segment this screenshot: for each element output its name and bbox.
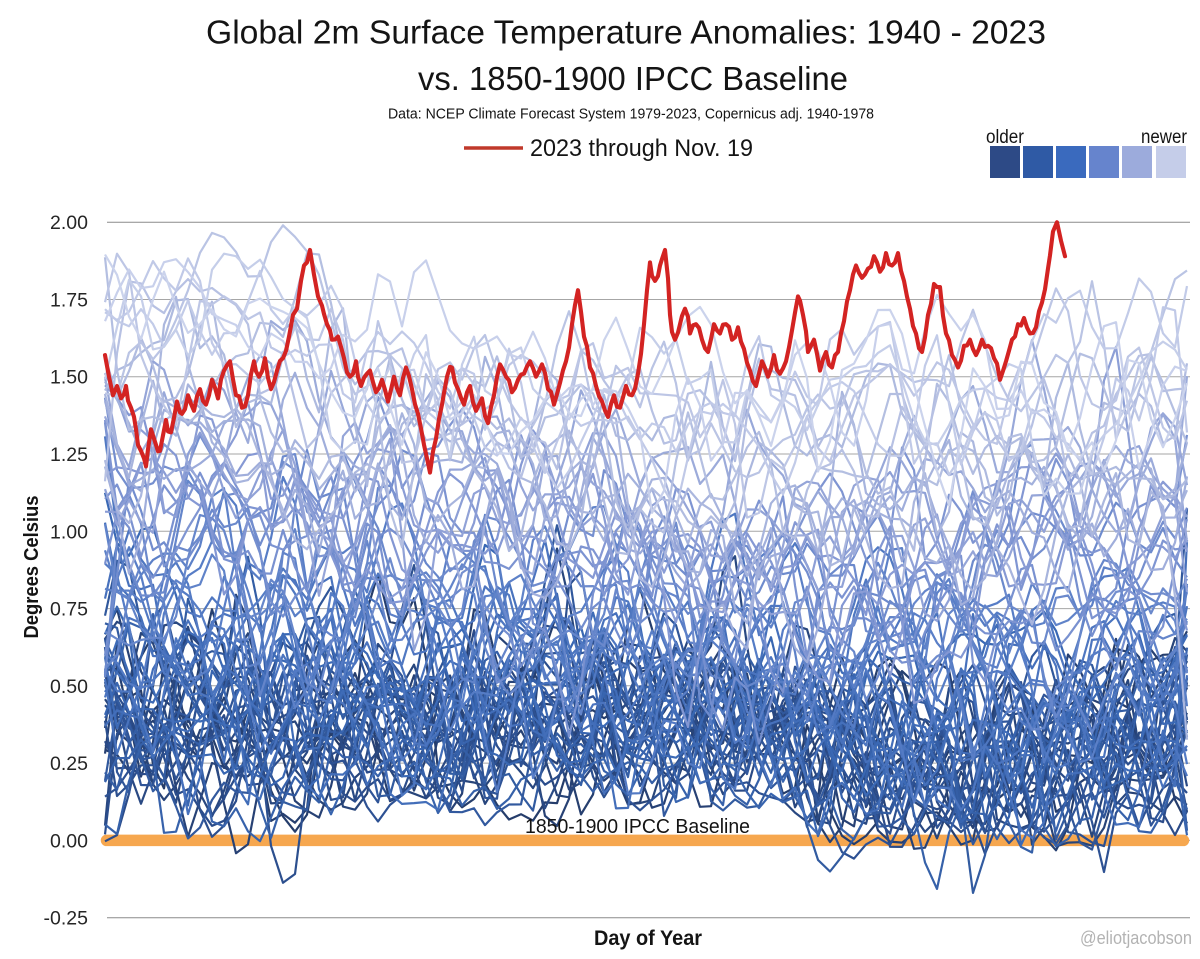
svg-text:older: older (986, 127, 1025, 148)
svg-text:1.50: 1.50 (50, 367, 88, 389)
svg-text:2023 through Nov. 19: 2023 through Nov. 19 (530, 135, 753, 162)
svg-text:0.00: 0.00 (50, 830, 88, 852)
svg-text:vs. 1850-1900 IPCC Baseline: vs. 1850-1900 IPCC Baseline (418, 60, 848, 97)
svg-text:1.00: 1.00 (50, 521, 88, 543)
svg-text:1.75: 1.75 (50, 290, 88, 312)
svg-text:1.25: 1.25 (50, 444, 88, 466)
svg-text:-0.25: -0.25 (44, 908, 89, 930)
svg-text:0.25: 0.25 (50, 753, 88, 775)
svg-text:Data: NCEP Climate Forecast Sy: Data: NCEP Climate Forecast System 1979-… (388, 106, 874, 123)
svg-text:0.50: 0.50 (50, 676, 88, 698)
svg-text:Global 2m Surface Temperature: Global 2m Surface Temperature Anomalies:… (206, 14, 1046, 51)
svg-text:Day of Year: Day of Year (594, 927, 702, 950)
svg-text:Degrees Celsius: Degrees Celsius (21, 496, 43, 639)
svg-text:0.75: 0.75 (50, 599, 88, 621)
svg-text:@eliotjacobson: @eliotjacobson (1080, 928, 1192, 948)
svg-text:1850-1900 IPCC Baseline: 1850-1900 IPCC Baseline (525, 816, 750, 838)
svg-text:2.00: 2.00 (50, 212, 88, 234)
svg-text:newer: newer (1141, 127, 1188, 148)
